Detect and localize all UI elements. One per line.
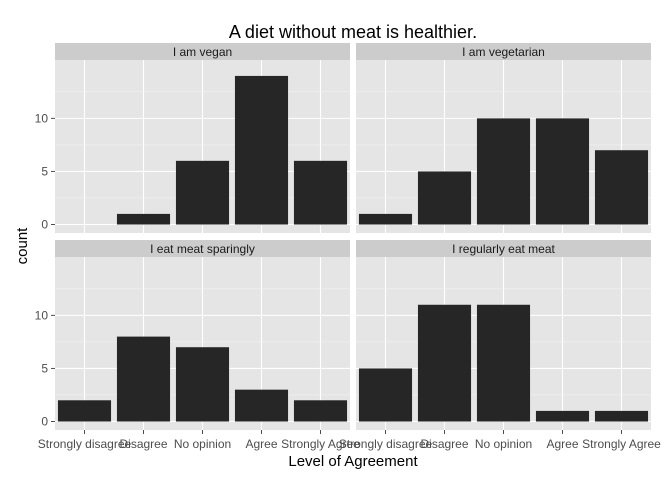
x-tick-label: Strongly disagree	[38, 437, 132, 451]
x-tick-label: Strongly disagree	[339, 437, 433, 451]
bar-i-am-vegetarian-disagree	[417, 171, 472, 225]
facet-i-am-vegan: I am vegan 0 5 10	[35, 43, 350, 233]
bar-i-am-vegan-disagree	[116, 213, 171, 225]
facet-i-regularly-eat-meat: I regularly eat meat Strongly disagreeDis…	[339, 240, 661, 451]
facet-panels: I am vegan 0 5 10 I am vegetarian I eat meat …	[35, 43, 661, 451]
x-tick-label: No opinion	[475, 437, 532, 451]
x-tick-label: Disagree	[420, 437, 468, 451]
chart-title: A diet without meat is healthier.	[229, 22, 477, 42]
facet-strip-label: I eat meat sparingly	[150, 242, 255, 256]
y-tick-label: 10	[35, 308, 49, 322]
facet-strip	[356, 240, 651, 257]
bar-i-am-vegetarian-agree	[535, 118, 590, 225]
x-tick-label: Agree	[546, 437, 578, 451]
y-tick-label: 10	[35, 111, 49, 125]
bar-i-am-vegan-strongly-agree	[293, 160, 348, 225]
x-tick-label: Strongly Agree	[582, 437, 661, 451]
facet-strip-label: I regularly eat meat	[452, 242, 555, 256]
facet-strip-label: I am vegetarian	[462, 45, 545, 59]
bar-i-eat-meat-sparingly-no-opinion	[175, 347, 230, 422]
facet-strip-label: I am vegan	[173, 45, 232, 59]
facet-i-am-vegetarian: I am vegetarian	[356, 43, 651, 233]
facet-strip	[356, 43, 651, 60]
bar-i-am-vegetarian-no-opinion	[476, 118, 531, 225]
y-tick-label: 5	[41, 361, 48, 375]
bar-i-eat-meat-sparingly-strongly-agree	[293, 400, 348, 422]
bar-i-regularly-eat-meat-strongly-disagree	[358, 368, 413, 422]
bar-i-regularly-eat-meat-agree	[535, 410, 590, 422]
bar-i-am-vegetarian-strongly-agree	[594, 150, 649, 225]
facet-strip	[55, 43, 350, 60]
facet-strip	[55, 240, 350, 257]
x-tick-label: Agree	[245, 437, 277, 451]
bar-i-eat-meat-sparingly-disagree	[116, 336, 171, 422]
bar-i-am-vegan-no-opinion	[175, 160, 230, 225]
bar-i-regularly-eat-meat-disagree	[417, 304, 472, 422]
y-tick-label: 0	[41, 218, 48, 232]
bar-i-am-vegetarian-strongly-disagree	[358, 213, 413, 225]
y-tick-label: 0	[41, 415, 48, 429]
bar-i-am-vegan-agree	[234, 75, 289, 225]
y-tick-label: 5	[41, 164, 48, 178]
y-axis-title: count	[14, 227, 31, 265]
bar-i-eat-meat-sparingly-agree	[234, 389, 289, 422]
bar-i-regularly-eat-meat-strongly-agree	[594, 410, 649, 422]
x-tick-label: Disagree	[119, 437, 167, 451]
x-tick-label: Strongly Agree	[281, 437, 360, 451]
bar-i-regularly-eat-meat-no-opinion	[476, 304, 531, 422]
bar-i-eat-meat-sparingly-strongly-disagree	[57, 400, 112, 422]
x-axis-title: Level of Agreement	[288, 453, 418, 470]
facet-i-eat-meat-sparingly: I eat meat sparingly 0 5 10 Strongly disagre…	[35, 240, 360, 451]
x-tick-label: No opinion	[174, 437, 231, 451]
